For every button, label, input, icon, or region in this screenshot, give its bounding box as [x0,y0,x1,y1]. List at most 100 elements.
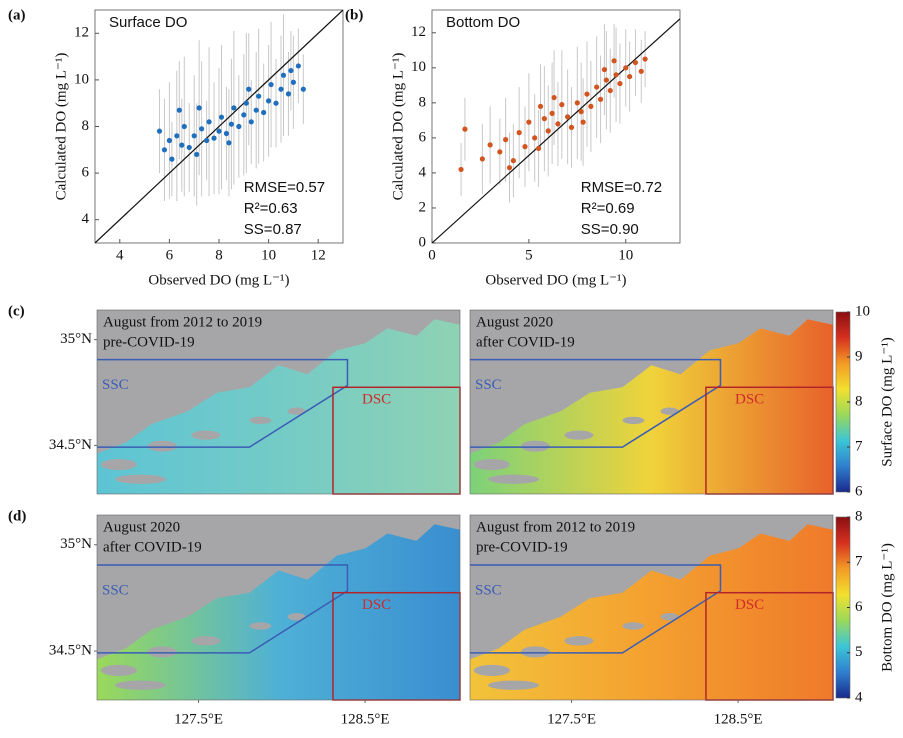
x-axis-label: Observed DO (mg L⁻¹) [148,272,289,288]
sea [470,524,833,700]
point [601,66,608,73]
point [211,135,217,141]
x-tick-label: 127.5°E [174,711,223,727]
point [256,93,262,99]
point [181,123,187,130]
island [191,430,221,440]
map-frame [96,309,461,495]
island [287,613,306,621]
point [551,94,557,101]
colorbar-label: Bottom DO (mg L⁻¹) [879,543,895,672]
island [147,646,177,658]
point [169,156,175,162]
island [660,407,679,415]
point [241,112,247,118]
point [285,91,292,97]
point [603,77,609,83]
point [462,126,468,132]
point [288,67,294,74]
plot-area [431,9,681,244]
point [228,121,234,127]
island [622,622,645,630]
point [216,128,222,134]
chart-title: Surface DO [109,14,187,31]
point [584,91,590,97]
x-tick-label: 0 [428,247,436,263]
point [156,128,163,134]
colorbar-tick-label: 5 [855,644,863,660]
sea [97,319,460,494]
point [503,137,509,143]
sea [470,319,833,494]
panel-label: (b) [345,7,363,23]
point [268,81,274,88]
x-tick-label: 128.5°E [714,711,763,727]
point [161,147,168,153]
panel-label: (a) [8,7,26,23]
colorbar-label: Surface DO (mg L⁻¹) [879,337,895,466]
annotation: R²=0.63 [244,200,298,217]
x-tick-label: 4 [116,247,124,263]
colorbar-tick-label: 6 [855,483,863,499]
point [231,105,237,111]
y-tick-label: 8 [419,94,427,110]
point [574,100,580,106]
x-tick-label: 10 [618,247,633,263]
point [273,100,279,106]
region-label: SSC [475,377,502,393]
point [541,116,547,122]
island [488,680,539,690]
point [194,151,200,158]
subplot-title: pre-COVID-19 [476,539,568,555]
point [594,84,600,90]
point [300,86,306,92]
ssc-box [470,358,722,448]
island [115,474,166,484]
point [632,59,639,66]
subplot-title: August from 2012 to 2019 [103,314,262,330]
point [545,128,551,134]
colorbar-tick-label: 10 [855,303,870,319]
y-tick-label: 10 [411,59,426,75]
island [488,474,539,484]
subplot-title: August from 2012 to 2019 [476,519,635,535]
point [522,144,528,150]
island [115,680,166,690]
subplot-title: after COVID-19 [103,539,202,555]
map-frame [469,514,834,701]
point [236,123,242,130]
y-axis-label: Calculated DO (mg L⁻¹) [53,53,69,201]
y-axis-label: Calculated DO (mg L⁻¹) [390,53,406,201]
point [642,56,648,62]
x-tick-label: 10 [261,247,276,263]
island [520,646,550,658]
scatter-layer [432,18,680,243]
point [218,114,225,120]
point [176,107,182,113]
subplot-title: after COVID-19 [476,334,575,350]
point [204,137,210,144]
x-tick-label: 12 [311,247,326,263]
one-to-one-line [95,10,343,243]
island [191,636,221,646]
island [622,416,645,425]
point [532,135,538,141]
point [565,114,571,120]
island [660,613,679,621]
point [638,68,644,74]
point [617,80,623,87]
colorbar-tick-label: 8 [855,393,863,409]
x-tick-label: 128.5°E [341,711,390,727]
island [147,440,177,452]
y-tick-label: 12 [411,24,426,40]
point [568,124,575,130]
y-tick-label: 34.5°N [49,437,92,453]
point [549,110,555,116]
island [249,416,272,425]
point [243,100,249,106]
point [196,105,202,111]
point [261,109,267,116]
colorbar-tick-label: 7 [855,438,863,454]
point [627,73,633,80]
